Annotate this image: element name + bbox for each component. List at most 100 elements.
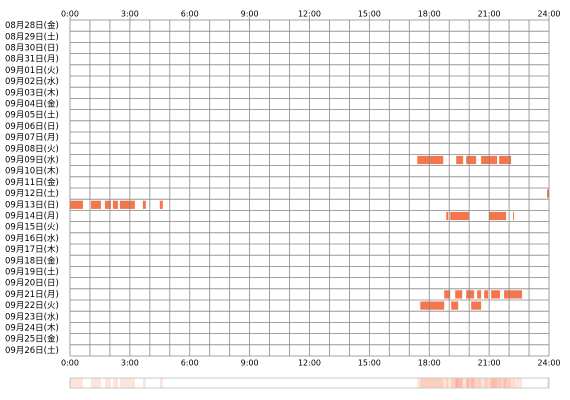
row-label: 09月04日(金) — [5, 99, 59, 110]
activity-segment — [446, 211, 449, 221]
x-tick-label: 6:00 — [181, 10, 199, 19]
activity-segment — [142, 200, 146, 209]
row-label: 09月22日(火) — [5, 301, 59, 311]
activity-segment — [112, 200, 118, 209]
row-label: 09月18日(金) — [5, 255, 59, 266]
summary-segment — [499, 378, 512, 388]
activity-segment — [451, 301, 459, 310]
x-tick-label: 24:00 — [537, 10, 560, 19]
summary-segment — [466, 378, 477, 388]
row-label: 09月07日(月) — [5, 133, 59, 143]
summary-segment — [481, 378, 498, 388]
summary-segment — [477, 378, 482, 388]
x-tick-label: 15:00 — [358, 10, 381, 19]
summary-segment — [455, 378, 463, 388]
activity-segment — [450, 211, 470, 221]
activity-segment — [455, 290, 463, 299]
summary-segment — [417, 378, 444, 388]
summary-segment — [112, 378, 118, 388]
row-label: 09月16日(水) — [5, 233, 59, 244]
summary-segment — [547, 378, 549, 388]
activity-segment — [504, 290, 523, 299]
x-tick-label: 18:00 — [418, 10, 441, 19]
row-label: 09月23日(水) — [5, 311, 59, 322]
row-label: 09月02日(水) — [5, 76, 59, 87]
row-label: 09月09日(水) — [5, 155, 59, 166]
summary-segment — [471, 378, 482, 388]
activity-segment — [491, 290, 501, 299]
summary-strip — [69, 377, 550, 389]
x-tick-label: 9:00 — [241, 10, 259, 19]
activity-segment — [420, 301, 445, 310]
summary-segment — [513, 378, 515, 388]
row-label: 09月12日(土) — [5, 188, 59, 199]
row-label: 09月05日(土) — [5, 110, 59, 121]
row-label: 09月21日(月) — [5, 290, 59, 300]
row-label: 09月17日(木) — [5, 244, 59, 255]
summary-segment — [119, 378, 135, 388]
row-label: 08月30日(日) — [5, 44, 59, 54]
summary-segment — [90, 378, 101, 388]
summary-segment — [159, 378, 163, 388]
row-label: 09月06日(日) — [5, 122, 59, 132]
activity-segment — [489, 211, 507, 221]
activity-segment — [417, 155, 444, 165]
x-tick-label: 9:00 — [241, 359, 259, 368]
x-tick-label: 3:00 — [121, 10, 139, 19]
row-label: 09月24日(木) — [5, 323, 59, 334]
summary-segment — [70, 378, 83, 388]
summary-segment — [504, 378, 523, 388]
row-label: 09月01日(火) — [5, 66, 59, 76]
activity-segment — [444, 290, 451, 299]
summary-segment — [489, 378, 507, 388]
activity-segment — [513, 211, 515, 221]
activity-segment — [547, 189, 549, 198]
summary-segment — [484, 378, 489, 388]
x-tick-label: 0:00 — [61, 10, 79, 19]
x-tick-label: 3:00 — [121, 359, 139, 368]
x-tick-label: 21:00 — [478, 10, 501, 19]
row-label: 09月13日(日) — [5, 200, 59, 210]
activity-segment — [456, 155, 464, 165]
summary-segment — [444, 378, 451, 388]
summary-segment — [420, 378, 445, 388]
x-tick-label: 21:00 — [478, 359, 501, 368]
summary-segment — [451, 378, 459, 388]
x-tick-label: 6:00 — [181, 359, 199, 368]
row-label: 08月31日(月) — [5, 55, 59, 65]
row-label: 09月19日(土) — [5, 267, 59, 278]
row-label: 09月14日(月) — [5, 212, 59, 222]
activity-segment — [466, 290, 475, 299]
row-label: 09月15日(火) — [5, 223, 59, 233]
summary-segment — [466, 378, 475, 388]
activity-segment — [466, 155, 477, 165]
summary-segment — [104, 378, 111, 388]
row-label: 09月08日(火) — [5, 144, 59, 154]
activity-segment — [159, 200, 163, 209]
summary-segment — [456, 378, 464, 388]
summary-segment — [142, 378, 146, 388]
row-label: 09月10日(木) — [5, 166, 59, 177]
summary-segment — [491, 378, 501, 388]
activity-segment — [119, 200, 135, 209]
activity-segment — [70, 200, 83, 209]
activity-segment — [90, 200, 101, 209]
x-tick-label: 12:00 — [298, 10, 321, 19]
row-label: 09月20日(日) — [5, 279, 59, 289]
x-tick-label: 24:00 — [537, 359, 560, 368]
activity-segment — [484, 290, 489, 299]
summary-segment — [446, 378, 449, 388]
activity-segment — [499, 155, 512, 165]
row-label: 09月26日(土) — [5, 345, 59, 356]
row-label: 08月28日(金) — [5, 20, 59, 31]
x-tick-label: 15:00 — [358, 359, 381, 368]
activity-segment — [477, 290, 482, 299]
row-label: 09月03日(木) — [5, 87, 59, 98]
activity-segment — [471, 301, 482, 310]
row-label: 08月29日(土) — [5, 31, 59, 42]
activity-segment — [104, 200, 111, 209]
x-tick-label: 0:00 — [61, 359, 79, 368]
row-label: 09月11日(金) — [5, 177, 59, 188]
summary-segment — [450, 378, 470, 388]
